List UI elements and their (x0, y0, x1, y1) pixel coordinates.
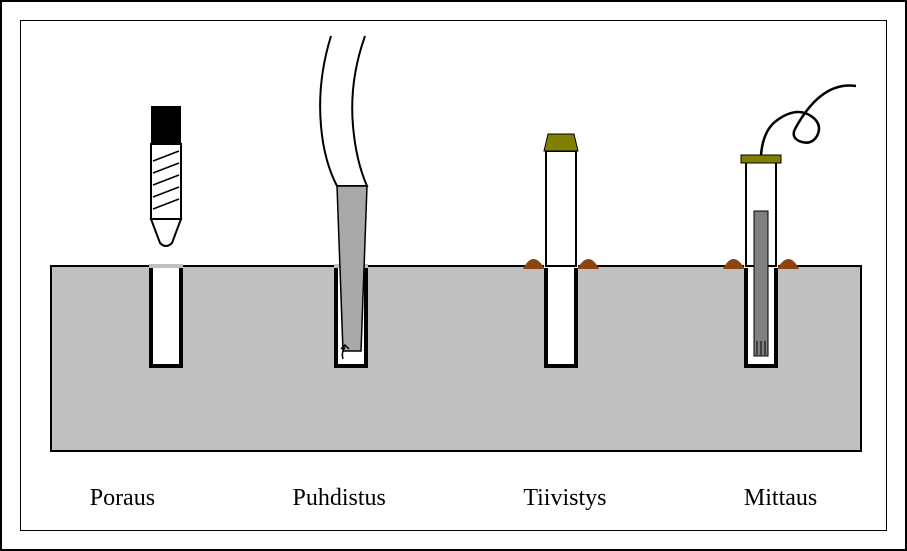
gauge-cable (761, 86, 856, 155)
figure-inner: Poraus Puhdistus Tiivistys Mittaus (20, 20, 887, 531)
label-puhdistus: Puhdistus (293, 485, 386, 512)
label-mittaus: Mittaus (744, 485, 817, 512)
label-poraus: Poraus (90, 485, 155, 512)
drill-chuck (151, 106, 181, 144)
seal-putty-left (523, 259, 545, 269)
gauge-probe (754, 211, 768, 356)
seal-putty-right (577, 259, 599, 269)
label-tiivistys: Tiivistys (523, 485, 606, 512)
labels-row: Poraus Puhdistus Tiivistys Mittaus (21, 485, 886, 512)
hole-poraus (151, 266, 181, 366)
cleaner-hose (320, 36, 367, 186)
drill-tip (151, 219, 181, 246)
seal-plug (544, 134, 578, 151)
hole-tiivistys (546, 266, 576, 366)
gauge-ring (741, 155, 781, 163)
gauge-putty-left (723, 259, 745, 269)
cleaner-nozzle (337, 186, 367, 351)
seal-sleeve (546, 151, 576, 266)
diagram-svg (21, 21, 888, 532)
gauge-putty-right (777, 259, 799, 269)
figure-frame: Poraus Puhdistus Tiivistys Mittaus (0, 0, 907, 551)
